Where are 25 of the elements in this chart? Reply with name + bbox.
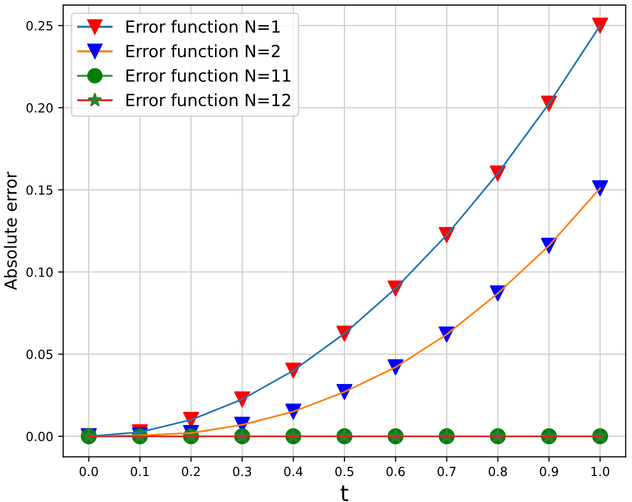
point [592,18,608,34]
legend-label: Error function N=1 [126,20,280,33]
x-tick-label: 0.1 [130,466,149,476]
point [592,180,608,196]
x-tick-label: 0.0 [80,466,98,476]
y-axis-title: Absolute error [4,172,17,290]
y-tick-label: 0.05 [26,350,52,360]
legend-label: Error function N=2 [126,44,280,58]
x-tick-label: 1.0 [592,466,610,476]
x-tick-label: 0.5 [335,466,354,476]
x-tick-label: 0.9 [540,466,558,476]
y-tick-label: 0.15 [26,185,52,195]
x-axis-title: t [340,485,348,502]
y-tick-label: 0.10 [26,267,53,277]
y-tick-label: 0.25 [26,21,52,30]
y-tick-label: 0.00 [26,432,53,442]
x-tick-label: 0.4 [284,466,303,476]
x-tick-label: 0.6 [386,466,405,476]
y-tick-label: 0.20 [26,103,53,113]
x-tick-label: 0.7 [438,466,456,476]
x-tick-label: 0.8 [488,466,507,476]
legend-label: Error function N=11 [126,68,290,82]
x-tick-label: 0.3 [233,466,252,476]
x-tick-label: 0.2 [182,466,200,476]
legend-label: Error function N=12 [126,93,290,106]
